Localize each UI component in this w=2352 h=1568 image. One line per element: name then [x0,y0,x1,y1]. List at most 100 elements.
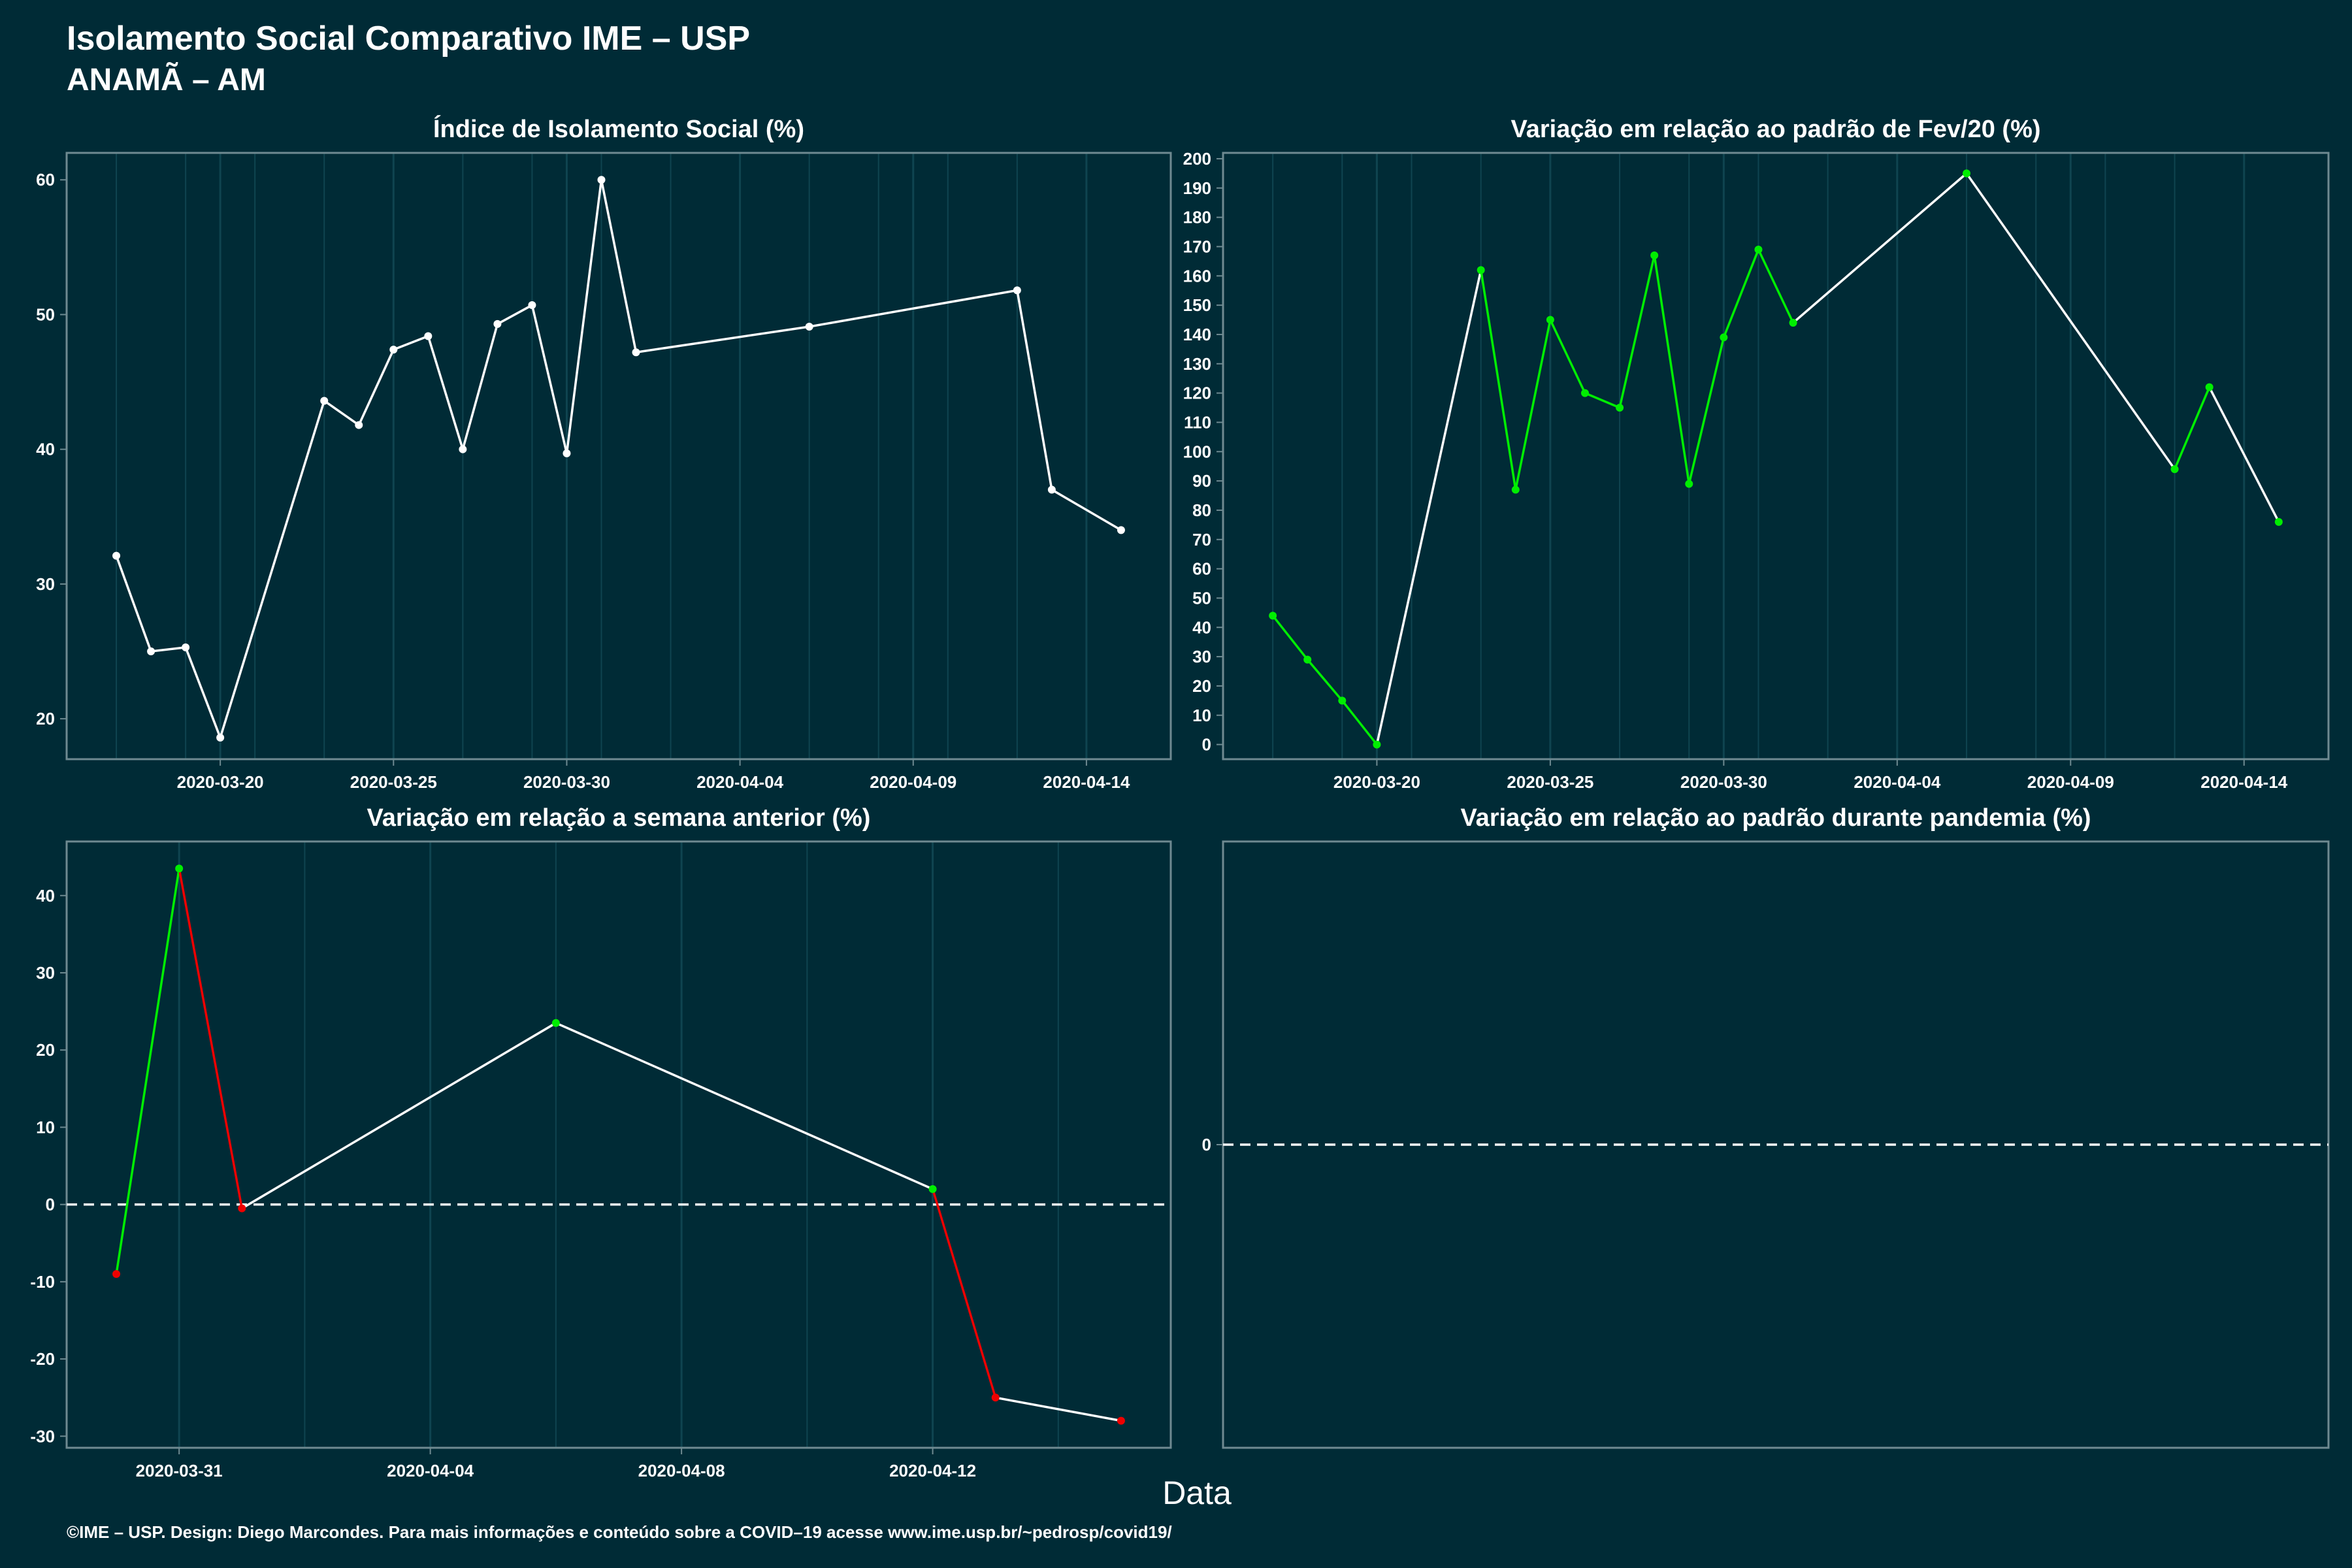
series-segment [531,304,568,454]
data-point [1720,333,1728,342]
x-tick-label: 2020-04-04 [696,772,784,792]
data-point [147,647,155,656]
chart-variacao-fev: Variação em relação ao padrão de Fev/20 … [1183,116,2330,792]
y-tick-label: 40 [36,440,55,459]
series-segment [1965,172,2176,470]
series-segment [809,289,1018,328]
series-segment [184,647,221,738]
data-point [1047,485,1056,494]
x-tick-label: 2020-03-25 [1507,772,1593,792]
series-segment [323,400,360,427]
chart-title: Variação em relação ao padrão de Fev/20 … [1511,116,2040,143]
data-point [2274,517,2283,526]
data-point [459,445,467,453]
data-point [1650,251,1659,259]
y-tick-label: 190 [1183,178,1211,198]
data-point [1117,526,1125,534]
series-segment [1051,489,1122,531]
data-point [493,319,502,328]
data-point [1373,740,1381,749]
data-point [1269,612,1277,620]
data-point [112,1270,121,1279]
x-tick-label: 2020-04-14 [2200,772,2288,792]
series-segment [600,179,638,353]
x-tick-label: 2020-03-25 [350,772,437,792]
data-point [424,332,433,340]
data-point [1789,319,1797,327]
x-tick-label: 2020-04-08 [638,1461,725,1480]
series-segment [461,323,499,450]
y-tick-label: 0 [46,1195,55,1215]
x-tick-label: 2020-03-30 [1680,772,1767,792]
chart-title: Variação em relação ao padrão durante pa… [1460,804,2091,832]
series-segment [995,1396,1122,1422]
y-tick-label: 150 [1183,295,1211,315]
data-point [1477,266,1485,274]
series-segment [931,1188,997,1398]
y-tick-label: 0 [1202,735,1211,755]
chart-isolamento: Índice de Isolamento Social (%) 20 30 40 50 6… [36,114,1172,792]
y-tick-label: 170 [1183,237,1211,256]
data-point [2205,383,2213,391]
y-tick-label: 180 [1183,208,1211,227]
y-tick-label: 20 [1192,676,1211,696]
series-segment [115,555,152,652]
series-segment [1479,270,1517,490]
y-tick-label: 100 [1183,442,1211,461]
data-point [238,1204,246,1213]
series-segment [1792,172,1968,324]
data-point [1013,286,1021,295]
y-tick-label: 10 [1192,706,1211,725]
series-segment [1549,319,1586,394]
x-tick-label: 2020-04-04 [387,1461,474,1480]
data-point [1963,169,1971,178]
data-point [551,1019,560,1027]
data-point [320,397,329,405]
series-segment [1306,659,1343,702]
y-tick-label: 80 [1192,500,1211,520]
data-point [216,734,225,742]
y-tick-label: 130 [1183,354,1211,374]
data-point [1616,404,1624,412]
data-point [389,346,398,354]
x-tick-label: 2020-03-31 [136,1461,223,1480]
data-point [182,643,190,651]
y-tick-label: 20 [36,709,55,728]
data-point [175,864,184,873]
y-tick-label: 50 [1192,588,1211,608]
series-segment [497,304,533,325]
series-segment [2208,386,2280,523]
y-tick-label: 10 [36,1117,55,1137]
series-segment [357,349,395,426]
data-point [1338,696,1347,705]
y-tick-label: 120 [1183,384,1211,403]
data-point [563,449,571,457]
data-point [805,323,813,331]
y-tick-label: 140 [1183,325,1211,344]
series-segment [1688,337,1725,484]
x-tick-label: 2020-04-04 [1854,772,1941,792]
chart-title: Índice de Isolamento Social (%) [433,114,804,143]
y-tick-label: 0 [1202,1135,1211,1154]
series-segment [1341,700,1378,745]
y-tick-label: -20 [30,1349,55,1369]
x-tick-label: 2020-04-14 [1043,772,1130,792]
series-segment [1016,290,1053,490]
chart-title: Variação em relação a semana anterior (%… [367,804,871,832]
x-tick-label: 2020-03-20 [1333,772,1420,792]
figure-subtitle: ANAMÃ – AM [67,61,266,97]
data-point [528,301,536,310]
x-tick-label: 2020-04-09 [2027,772,2114,792]
series-segment [1271,615,1309,661]
y-tick-label: 40 [1192,617,1211,637]
series-segment [1618,255,1656,408]
series-segment [150,646,186,653]
y-tick-label: -30 [30,1426,55,1446]
series-segment [1584,392,1620,409]
footer-credit: ©IME – USP. Design: Diego Marcondes. Par… [67,1522,1172,1542]
data-point [928,1184,937,1193]
chart-variacao-pandemia: Variação em relação ao padrão durante pa… [1202,804,2330,1449]
y-tick-label: 40 [36,886,55,906]
series-segment [178,868,244,1209]
